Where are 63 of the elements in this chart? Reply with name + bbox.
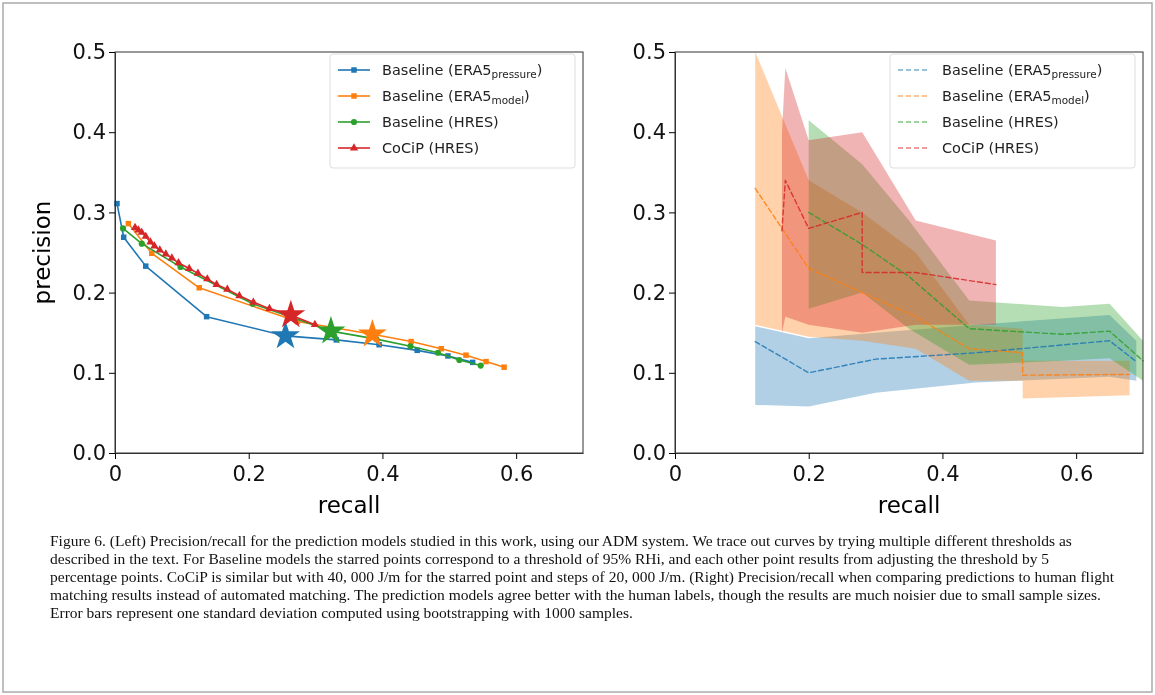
point bbox=[196, 285, 202, 291]
y-tick-label: 0.4 bbox=[72, 120, 106, 145]
point bbox=[310, 319, 320, 328]
legend-label: Baseline (HRES) bbox=[942, 114, 1059, 130]
point bbox=[212, 279, 221, 287]
point bbox=[483, 358, 489, 365]
y-axis-title: precision bbox=[29, 200, 55, 305]
point bbox=[456, 356, 463, 364]
point bbox=[501, 364, 507, 370]
y-tick-label: 0.1 bbox=[632, 361, 666, 386]
x-tick-label: 0.6 bbox=[1059, 461, 1094, 486]
x-tick-label: 0.4 bbox=[926, 461, 960, 486]
point bbox=[203, 274, 212, 282]
point bbox=[316, 315, 346, 344]
point bbox=[138, 240, 145, 247]
legend-label: Baseline (ERA5$_{pressure}$) bbox=[942, 62, 1103, 80]
point bbox=[477, 362, 484, 369]
y-tick-label: 0.2 bbox=[632, 280, 666, 305]
legend-label: Baseline (ERA5$_{model}$) bbox=[382, 88, 530, 106]
y-tick-label: 0.0 bbox=[632, 441, 666, 466]
y-tick-label: 0.5 bbox=[632, 40, 666, 65]
point bbox=[167, 253, 176, 261]
point bbox=[143, 263, 149, 269]
y-tick-label: 0.0 bbox=[72, 441, 106, 466]
line-series bbox=[808, 211, 1144, 362]
point bbox=[357, 319, 387, 347]
line-series bbox=[781, 179, 997, 286]
point bbox=[119, 225, 127, 232]
legend-label: CoCiP (HRES) bbox=[942, 140, 1040, 156]
y-tick-label: 0.3 bbox=[632, 200, 666, 225]
legend-label: CoCiP (HRES) bbox=[382, 140, 480, 156]
point bbox=[141, 231, 150, 239]
point bbox=[463, 352, 469, 358]
x-tick-label: 0.6 bbox=[499, 461, 534, 486]
x-tick-label: 0.2 bbox=[792, 461, 826, 486]
point bbox=[185, 263, 194, 271]
x-axis-title: recall bbox=[317, 492, 381, 518]
point bbox=[265, 303, 274, 312]
point bbox=[276, 299, 306, 328]
legend-label: Baseline (ERA5$_{model}$) bbox=[942, 88, 1090, 106]
point bbox=[193, 268, 203, 276]
legend-label: Baseline (HRES) bbox=[382, 114, 499, 130]
x-axis-title: recall bbox=[877, 492, 941, 518]
x-tick-label: 0.2 bbox=[232, 461, 266, 486]
x-tick-label: 0 bbox=[108, 461, 123, 486]
y-tick-label: 0.3 bbox=[72, 200, 106, 225]
point bbox=[223, 284, 232, 292]
y-tick-label: 0.2 bbox=[72, 280, 106, 305]
legend-label: Baseline (ERA5$_{pressure}$) bbox=[382, 62, 543, 80]
y-tick-label: 0.5 bbox=[72, 40, 106, 65]
point bbox=[161, 249, 170, 257]
point bbox=[407, 343, 414, 350]
point bbox=[408, 338, 414, 345]
point bbox=[174, 258, 183, 266]
y-tick-label: 0.1 bbox=[72, 361, 106, 386]
x-tick-label: 0 bbox=[668, 461, 683, 486]
caption: Figure 6. (Left) Precision/recall for the prediction models studied in this work, using our ADM system. We trace out curves by trying multiple different thresholds as described in the text. For Baseline models the starred points correspond to a threshold of 95% RHi, and each other point results from adjusting the threshold by 5 percentage points. CoCiP is similar but with 40, 000 J/m for the starred point and steps of 20, 000 J/m. (Right) Precision/recall when comparing predictions to human flight matching results instead of automated matching. The prediction models agree better with the human labels, though the results are much noisier due to small sample sizes. Error bars represent one standard deviation computed using bootstrapping with 1000 samples. bbox=[50, 532, 1116, 622]
point bbox=[235, 291, 244, 299]
line-series bbox=[754, 187, 1131, 376]
line-series bbox=[754, 340, 1138, 374]
point bbox=[434, 349, 442, 356]
y-tick-label: 0.4 bbox=[632, 120, 666, 145]
x-tick-label: 0.4 bbox=[366, 461, 400, 486]
